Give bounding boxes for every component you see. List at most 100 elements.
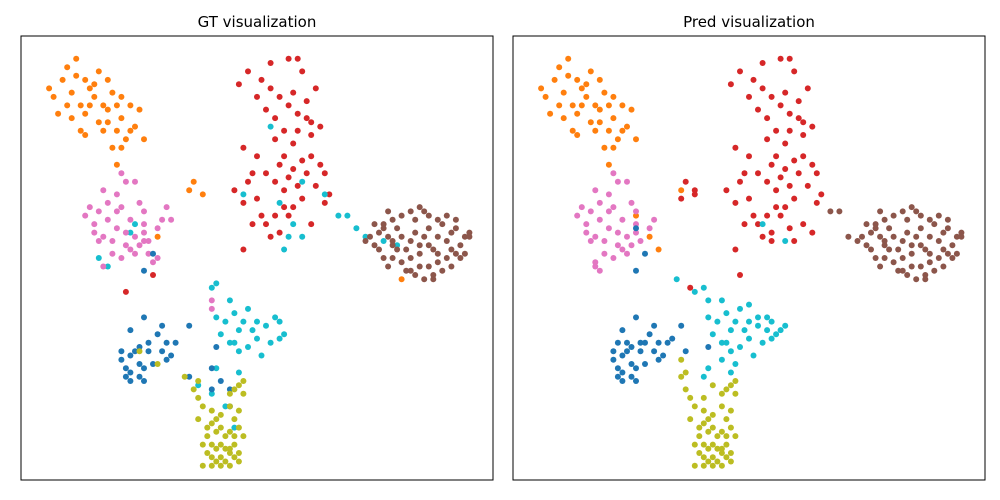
scatter-point (240, 191, 247, 198)
scatter-point (786, 182, 793, 189)
scatter-point (430, 246, 437, 253)
scatter-point (294, 182, 301, 189)
scatter-point (809, 123, 816, 130)
scatter-point (425, 242, 432, 249)
scatter-point (610, 144, 617, 151)
scatter-point (732, 433, 739, 440)
scatter-point (890, 212, 897, 219)
scatter-point (619, 369, 626, 376)
series-4 (118, 250, 233, 410)
scatter-point (727, 327, 734, 334)
scatter-point (276, 335, 283, 342)
scatter-point (859, 233, 865, 240)
scatter-point (732, 318, 739, 325)
scatter-point (868, 229, 874, 236)
scatter-point (646, 331, 653, 338)
scatter-point (122, 242, 129, 249)
scatter-point (872, 225, 879, 232)
scatter-point (628, 361, 635, 367)
scatter-point (104, 199, 111, 206)
scatter-point (208, 386, 215, 393)
scatter-point (614, 373, 621, 380)
scatter-point (718, 297, 725, 304)
scatter-point (199, 462, 206, 469)
scatter-point (782, 89, 789, 96)
scatter-point (732, 378, 739, 384)
scatter-point (163, 204, 170, 211)
scatter-point (727, 348, 734, 355)
scatter-point (755, 106, 761, 113)
scatter-point (367, 233, 373, 240)
scatter-point (782, 140, 789, 147)
scatter-point (723, 386, 730, 393)
scatter-point (64, 64, 71, 71)
scatter-point (723, 433, 730, 440)
scatter-point (362, 233, 369, 240)
scatter-point (682, 178, 689, 185)
scatter-point (82, 132, 89, 138)
scatter-point (777, 55, 784, 62)
scatter-point (141, 267, 147, 274)
scatter-point (407, 255, 414, 261)
scatter-point (208, 365, 215, 372)
scatter-point (560, 89, 567, 96)
scatter-point (416, 204, 423, 211)
scatter-point (204, 433, 211, 440)
scatter-point (317, 123, 324, 130)
scatter-point (113, 208, 120, 215)
scatter-point (732, 144, 739, 151)
scatter-point (700, 454, 707, 461)
scatter-point (764, 178, 771, 185)
scatter-point (290, 204, 297, 211)
scatter-point (700, 284, 707, 291)
scatter-point (795, 170, 802, 177)
chart-title: Pred visualization (683, 13, 815, 31)
scatter-point (881, 242, 888, 249)
scatter-point (64, 102, 71, 109)
scatter-point (723, 187, 730, 194)
scatter-point (755, 221, 761, 228)
scatter-point (904, 272, 911, 278)
scatter-point (317, 161, 324, 168)
scatter-point (73, 55, 80, 62)
scatter-point (321, 170, 328, 177)
scatter-point (113, 225, 120, 232)
scatter-point (628, 199, 635, 206)
scatter-point (583, 221, 590, 228)
scatter-point (452, 250, 459, 257)
scatter-point (425, 263, 432, 270)
scatter-point (578, 204, 585, 211)
scatter-point (326, 191, 333, 198)
scatter-point (619, 216, 626, 223)
scatter-point (281, 187, 288, 194)
scatter-point (877, 263, 884, 270)
scatter-point (877, 233, 884, 240)
scatter-point (633, 221, 639, 228)
scatter-point (904, 229, 911, 236)
scatter-point (633, 229, 639, 236)
scatter-point (773, 153, 780, 160)
scatter-point (443, 238, 450, 244)
scatter-point (141, 136, 147, 143)
scatter-point (705, 297, 712, 304)
scatter-point (240, 144, 247, 151)
scatter-point (741, 170, 748, 177)
chart-title: GT visualization (198, 13, 317, 31)
scatter-point (50, 93, 57, 100)
scatter-point (254, 93, 260, 100)
scatter-point (276, 161, 283, 168)
scatter-point (272, 178, 279, 185)
scatter-point (908, 263, 915, 270)
scatter-point (773, 187, 780, 194)
scatter-point (678, 195, 685, 202)
scatter-point (782, 204, 789, 211)
scatter-point (714, 458, 721, 465)
scatter-point (109, 250, 116, 257)
scatter-point (574, 76, 581, 83)
scatter-point (709, 331, 716, 338)
scatter-point (122, 288, 129, 295)
scatter-point (614, 136, 621, 143)
scatter-point (578, 85, 585, 92)
scatter-point (782, 238, 789, 244)
scatter-point (285, 233, 292, 240)
